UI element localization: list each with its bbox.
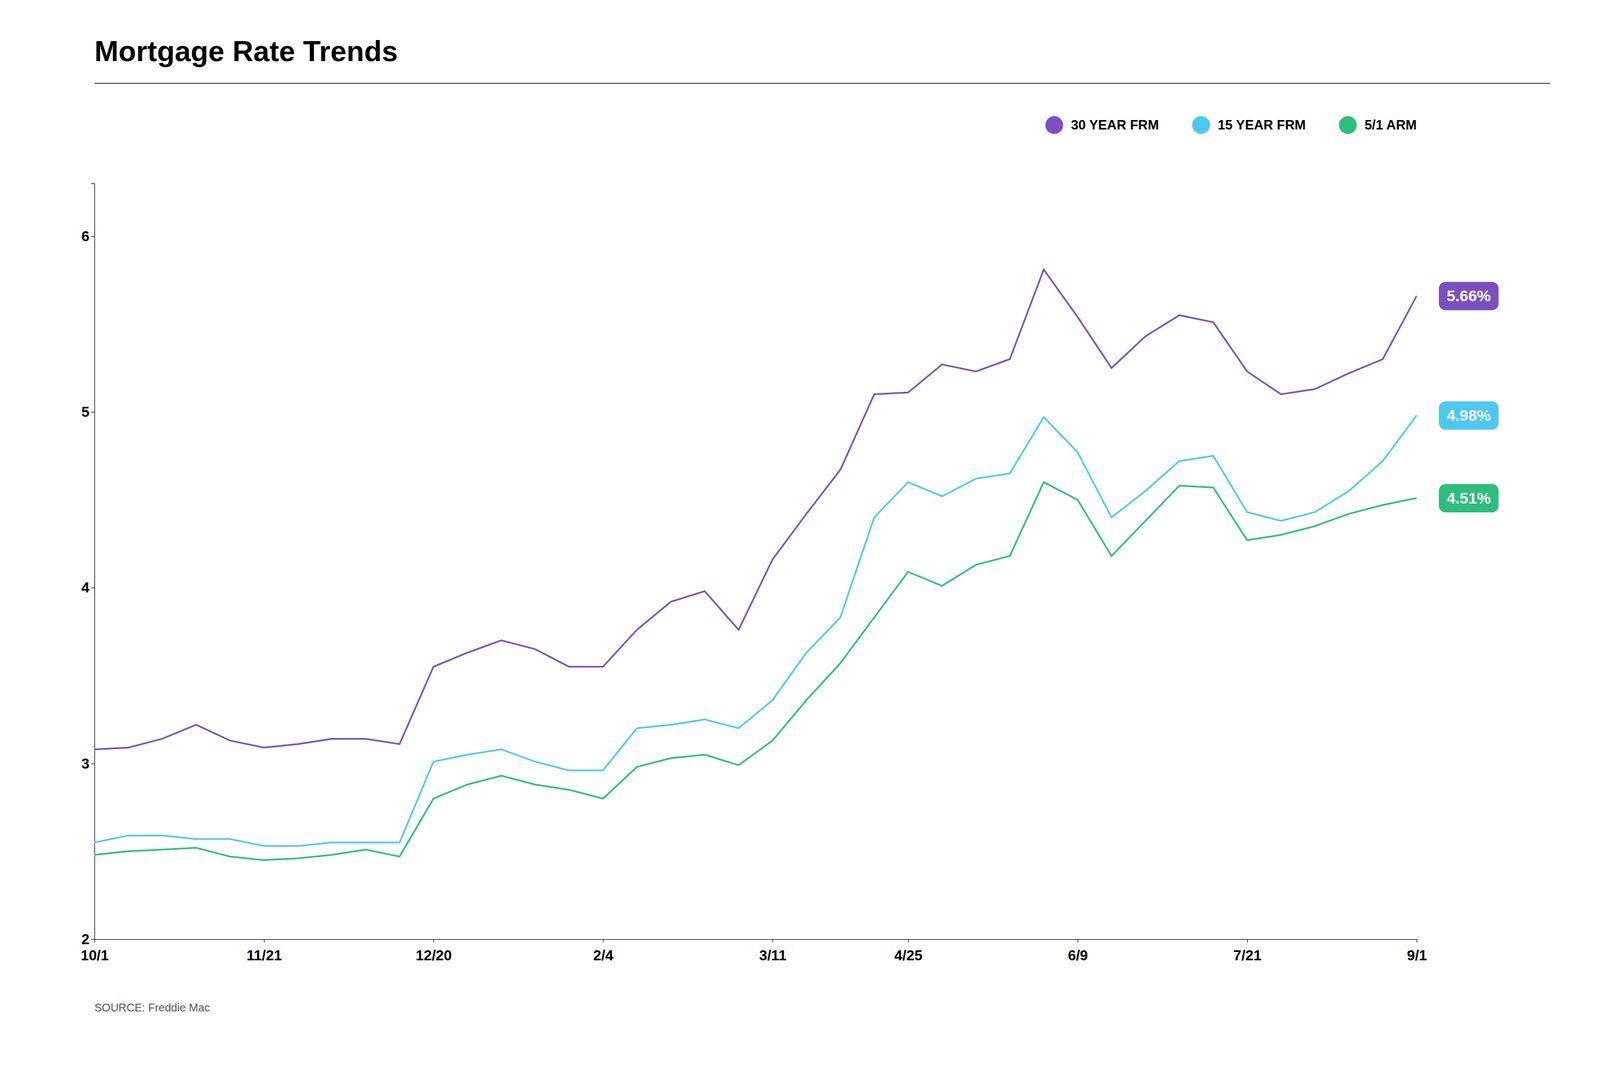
end-label-box <box>1438 483 1499 513</box>
x-tick-label: 6/9 <box>1067 946 1088 964</box>
chart: Mortgage Rate Trends 10/1 11/21 12/20 2/4 3/1… <box>0 0 1600 1067</box>
x-tick-mark <box>1247 938 1248 943</box>
x-tick-mark <box>908 938 909 943</box>
y-tick-mark <box>91 763 95 764</box>
data-labels: 5.66% 4.98% 4.51% <box>1438 281 1499 513</box>
data-label: 5.66% <box>1446 287 1491 305</box>
end-label: 4.51% <box>1438 483 1499 513</box>
x-tick: 2/4 <box>593 938 614 964</box>
x-tick-label: 11/21 <box>246 946 283 964</box>
y-tick: 5 <box>81 403 95 420</box>
end-label-box <box>1438 281 1499 310</box>
x-tick: 11/21 <box>246 938 283 964</box>
x-tick-mark <box>433 938 434 943</box>
x-tick-label: 7/21 <box>1233 946 1262 964</box>
y-tick-mark <box>91 938 95 940</box>
data-label: 4.51% <box>1446 489 1491 507</box>
end-label-box <box>1438 401 1499 430</box>
y-tick-mark <box>91 411 95 413</box>
x-tick: 7/21 <box>1233 938 1262 964</box>
y-tick: 2 <box>81 930 95 948</box>
title-rule <box>94 82 1550 84</box>
series-line <box>94 482 1417 860</box>
y-tick-mark <box>91 587 95 588</box>
x-tick-label: 3/11 <box>758 946 787 964</box>
y-tick: 4 <box>81 578 95 596</box>
end-label: 4.98% <box>1438 401 1499 430</box>
plot: 10/1 11/21 12/20 2/4 3/11 4/25 6/9 7/21 9/1 2 3 4 5 6… <box>80 183 1499 964</box>
legend-item: 5/1 ARM <box>1338 116 1417 134</box>
x-tick-mark <box>1416 938 1418 943</box>
y-axis-line <box>91 183 95 940</box>
y-tick-mark <box>91 236 95 237</box>
legend: 30 YEAR FRM 15 YEAR FRM 5/1 ARM <box>1045 116 1417 134</box>
x-tick: 9/1 <box>1406 938 1427 964</box>
series-line <box>94 269 1417 749</box>
x-axis-line <box>95 939 1418 943</box>
legend-label: 30 YEAR FRM <box>1071 117 1159 133</box>
legend-swatch <box>1338 116 1357 134</box>
x-tick-mark <box>772 938 774 943</box>
legend-swatch <box>1045 116 1064 134</box>
legend-item: 15 YEAR FRM <box>1192 116 1306 134</box>
legend-label: 5/1 ARM <box>1364 117 1417 133</box>
y-tick: 3 <box>81 755 95 772</box>
y-axis: 2 3 4 5 6 <box>81 183 95 948</box>
lines <box>94 269 1417 860</box>
x-tick: 3/11 <box>758 938 787 964</box>
x-axis: 10/1 11/21 12/20 2/4 3/11 4/25 6/9 7/21 9/1 <box>80 938 1427 964</box>
x-tick-mark <box>263 938 265 943</box>
series-line <box>94 415 1417 846</box>
x-tick: 4/25 <box>894 938 923 964</box>
x-tick: 12/20 <box>415 938 452 964</box>
y-tick: 6 <box>81 227 95 245</box>
y-tick-label: 5 <box>81 403 90 420</box>
legend-label: 15 YEAR FRM <box>1217 117 1306 133</box>
x-tick-mark <box>602 938 604 943</box>
x-tick-label: 4/25 <box>894 946 923 964</box>
legend-item: 30 YEAR FRM <box>1045 116 1159 134</box>
x-tick-label: 12/20 <box>415 946 452 964</box>
legend-swatch <box>1192 116 1210 134</box>
x-tick-label: 9/1 <box>1406 946 1427 964</box>
x-tick-mark <box>1077 938 1079 943</box>
source-note: SOURCE: Freddie Mac <box>94 1001 210 1014</box>
x-tick-label: 10/1 <box>80 946 109 964</box>
end-label: 5.66% <box>1438 281 1499 310</box>
y-tick-label: 6 <box>81 227 90 245</box>
title: Mortgage Rate Trends <box>94 35 398 68</box>
x-tick: 6/9 <box>1067 938 1088 964</box>
y-tick-label: 2 <box>81 930 90 948</box>
x-tick-label: 2/4 <box>593 946 614 964</box>
y-tick-label: 3 <box>81 755 90 772</box>
data-label: 4.98% <box>1446 406 1491 424</box>
y-tick-label: 4 <box>81 578 90 596</box>
